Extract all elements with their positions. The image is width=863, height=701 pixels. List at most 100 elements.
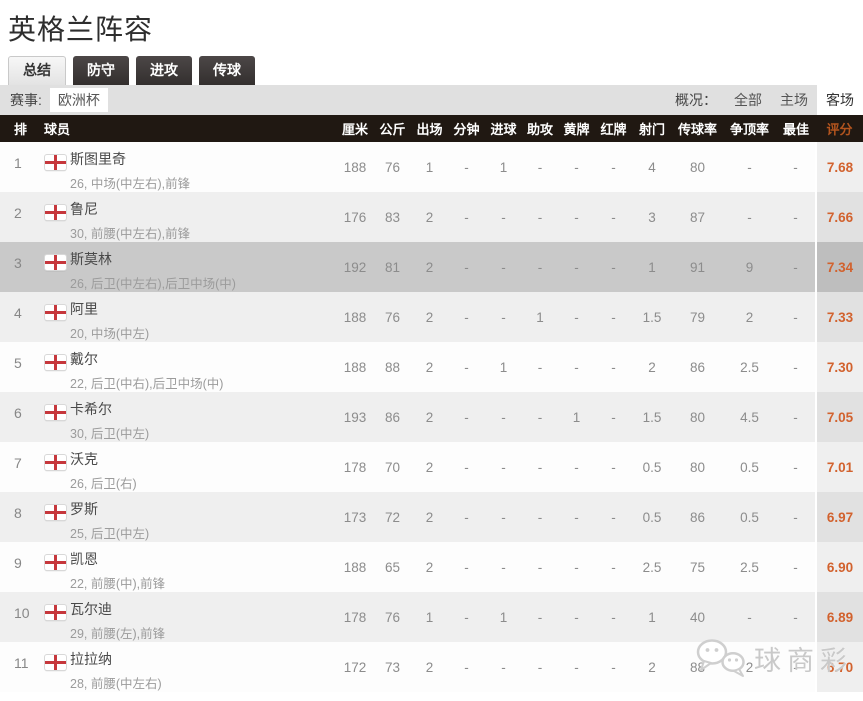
table-row[interactable]: 9 凯恩 22, 前腰(中),前锋 188 65 2 - - - - - 2.5 75 2.5 - 6.90	[0, 542, 863, 592]
stat-cell: 1	[425, 159, 434, 175]
header-rating[interactable]: 评分	[816, 115, 863, 142]
stat-cell: 172	[343, 659, 367, 675]
stat-cell: -	[611, 509, 616, 525]
stat-cell: -	[537, 659, 543, 675]
page-title: 英格兰阵容	[8, 13, 154, 46]
stat-cell: -	[793, 259, 798, 275]
header-stat-10[interactable]: 争顶率	[723, 115, 777, 142]
flag-cell	[40, 592, 70, 642]
stat-cell: 2	[648, 359, 656, 375]
header-stat-5[interactable]: 助攻	[522, 115, 559, 142]
stat-cell: -	[611, 459, 616, 475]
player-name[interactable]: 卡希尔	[70, 401, 112, 417]
header-stat-11[interactable]: 最佳	[776, 115, 817, 142]
player-info: 20, 中场(中左)	[70, 327, 150, 341]
stat-cell: 9	[745, 259, 754, 275]
player-cell: 斯莫林 26, 后卫(中左右),后卫中场(中)	[70, 242, 336, 292]
stat-cell: 1.5	[642, 409, 662, 425]
table-row[interactable]: 8 罗斯 25, 后卫(中左) 173 72 2 - - - - - 0.5 86 0.5 - 6.97	[0, 492, 863, 542]
stat-cell: 2	[425, 459, 434, 475]
stat-cell: 88	[690, 659, 706, 675]
stat-cell: 80	[690, 459, 706, 475]
header-stat-4[interactable]: 进球	[485, 115, 523, 142]
stat-cell: -	[537, 409, 543, 425]
player-cell: 罗斯 25, 后卫(中左)	[70, 492, 336, 542]
table-row[interactable]: 6 卡希尔 30, 后卫(中左) 193 86 2 - - - 1 - 1.5 80 4.5 - 7.05	[0, 392, 863, 442]
stat-cell: 2	[745, 659, 754, 675]
stat-cell: -	[501, 659, 506, 675]
stat-cell: -	[793, 159, 798, 175]
stat-cell: 86	[690, 359, 706, 375]
stat-cell: -	[574, 209, 579, 225]
player-name[interactable]: 罗斯	[70, 501, 98, 517]
table-row[interactable]: 1 斯图里奇 26, 中场(中左右),前锋 188 76 1 - 1 - - - 4 80 - - 7.68	[0, 142, 863, 192]
stat-cell: 4	[648, 159, 656, 175]
competition-value-chip[interactable]: 欧洲杯	[49, 88, 108, 112]
table-row[interactable]: 5 戴尔 22, 后卫(中右),后卫中场(中) 188 88 2 - 1 - - - 2 86 2.5 - 7…	[0, 342, 863, 392]
overview-option[interactable]: 全部	[734, 92, 762, 108]
rank-cell: 4	[14, 305, 22, 321]
header-stat-8[interactable]: 射门	[632, 115, 673, 142]
header-stat-6[interactable]: 黄牌	[558, 115, 596, 142]
player-info: 22, 前腰(中),前锋	[70, 577, 166, 591]
rank-cell: 8	[14, 505, 22, 521]
stat-cell: -	[537, 359, 543, 375]
stat-cell: 188	[343, 559, 367, 575]
table-row[interactable]: 4 阿里 20, 中场(中左) 188 76 2 - - 1 - - 1.5 79 2 - 7.33	[0, 292, 863, 342]
overview-option[interactable]: 客场	[817, 85, 863, 115]
rating-cell: 7.34	[815, 242, 863, 292]
stat-cell: 1	[648, 609, 656, 625]
rank-cell: 10	[14, 605, 30, 621]
player-name[interactable]: 拉拉纳	[70, 651, 112, 667]
player-name[interactable]: 阿里	[70, 301, 98, 317]
stat-cell: 188	[343, 309, 367, 325]
player-name[interactable]: 戴尔	[70, 351, 98, 367]
stat-cell: 2	[425, 309, 434, 325]
header-stat-3[interactable]: 分钟	[448, 115, 486, 142]
tab-defense[interactable]: 防守	[73, 56, 129, 85]
stat-cell: -	[574, 259, 579, 275]
rating-cell: 6.90	[815, 542, 863, 592]
header-stat-0[interactable]: 厘米	[336, 115, 375, 142]
stat-cell: -	[574, 309, 579, 325]
player-name[interactable]: 瓦尔迪	[70, 601, 112, 617]
stat-cell: -	[793, 359, 798, 375]
player-name[interactable]: 凯恩	[70, 551, 98, 567]
stat-cell: 178	[343, 609, 367, 625]
table-row[interactable]: 2 鲁尼 30, 前腰(中左右),前锋 176 83 2 - - - - - 3 87 - - 7.66	[0, 192, 863, 242]
rating-cell: 7.30	[815, 342, 863, 392]
header-stat-9[interactable]: 传球率	[672, 115, 724, 142]
england-flag-icon	[44, 655, 66, 670]
table-row[interactable]: 11 拉拉纳 28, 前腰(中左右) 172 73 2 - - - - - 2 88 2 - 6.70	[0, 642, 863, 692]
rank-cell: 11	[14, 655, 29, 671]
header-stat-1[interactable]: 公斤	[374, 115, 412, 142]
header-player[interactable]: 球员	[40, 115, 337, 142]
player-name[interactable]: 鲁尼	[70, 201, 98, 217]
header-rank[interactable]: 排	[0, 115, 40, 142]
table-row[interactable]: 7 沃克 26, 后卫(右) 178 70 2 - - - - - 0.5 80 0.5 - 7.01	[0, 442, 863, 492]
player-info: 30, 前腰(中左右),前锋	[70, 227, 191, 241]
stat-cell: 88	[385, 359, 401, 375]
tab-attack[interactable]: 进攻	[136, 56, 192, 85]
stat-cell: 1	[499, 609, 508, 625]
table-row[interactable]: 10 瓦尔迪 29, 前腰(左),前锋 178 76 1 - 1 - - - 1 40 - - 6.89	[0, 592, 863, 642]
stat-cell: 80	[690, 159, 706, 175]
header-stat-2[interactable]: 出场	[411, 115, 449, 142]
stat-cell: 2	[425, 559, 434, 575]
stat-cell: -	[793, 409, 798, 425]
england-flag-icon	[44, 205, 66, 220]
tab-summary[interactable]: 总结	[8, 56, 66, 85]
tab-passing[interactable]: 传球	[199, 56, 255, 85]
stat-cell: -	[611, 159, 616, 175]
player-name[interactable]: 沃克	[70, 451, 98, 467]
player-name[interactable]: 斯莫林	[70, 251, 112, 267]
overview-option[interactable]: 主场	[780, 92, 808, 108]
table-row[interactable]: 3 斯莫林 26, 后卫(中左右),后卫中场(中) 192 81 2 - - - - - 1 91 9 - 7…	[0, 242, 863, 292]
stat-cell: 2.5	[740, 559, 759, 575]
player-name[interactable]: 斯图里奇	[70, 151, 126, 167]
stat-cell: 1	[572, 409, 581, 425]
player-info: 25, 后卫(中左)	[70, 527, 150, 541]
header-stat-7[interactable]: 红牌	[595, 115, 633, 142]
player-cell: 卡希尔 30, 后卫(中左)	[70, 392, 336, 442]
squad-table: 排球员 厘米 公斤 出场 分钟 进球 助攻 黄牌 红牌 射门 传球率 争顶率 最佳 评分 1 斯图里奇 26,…	[0, 115, 863, 692]
